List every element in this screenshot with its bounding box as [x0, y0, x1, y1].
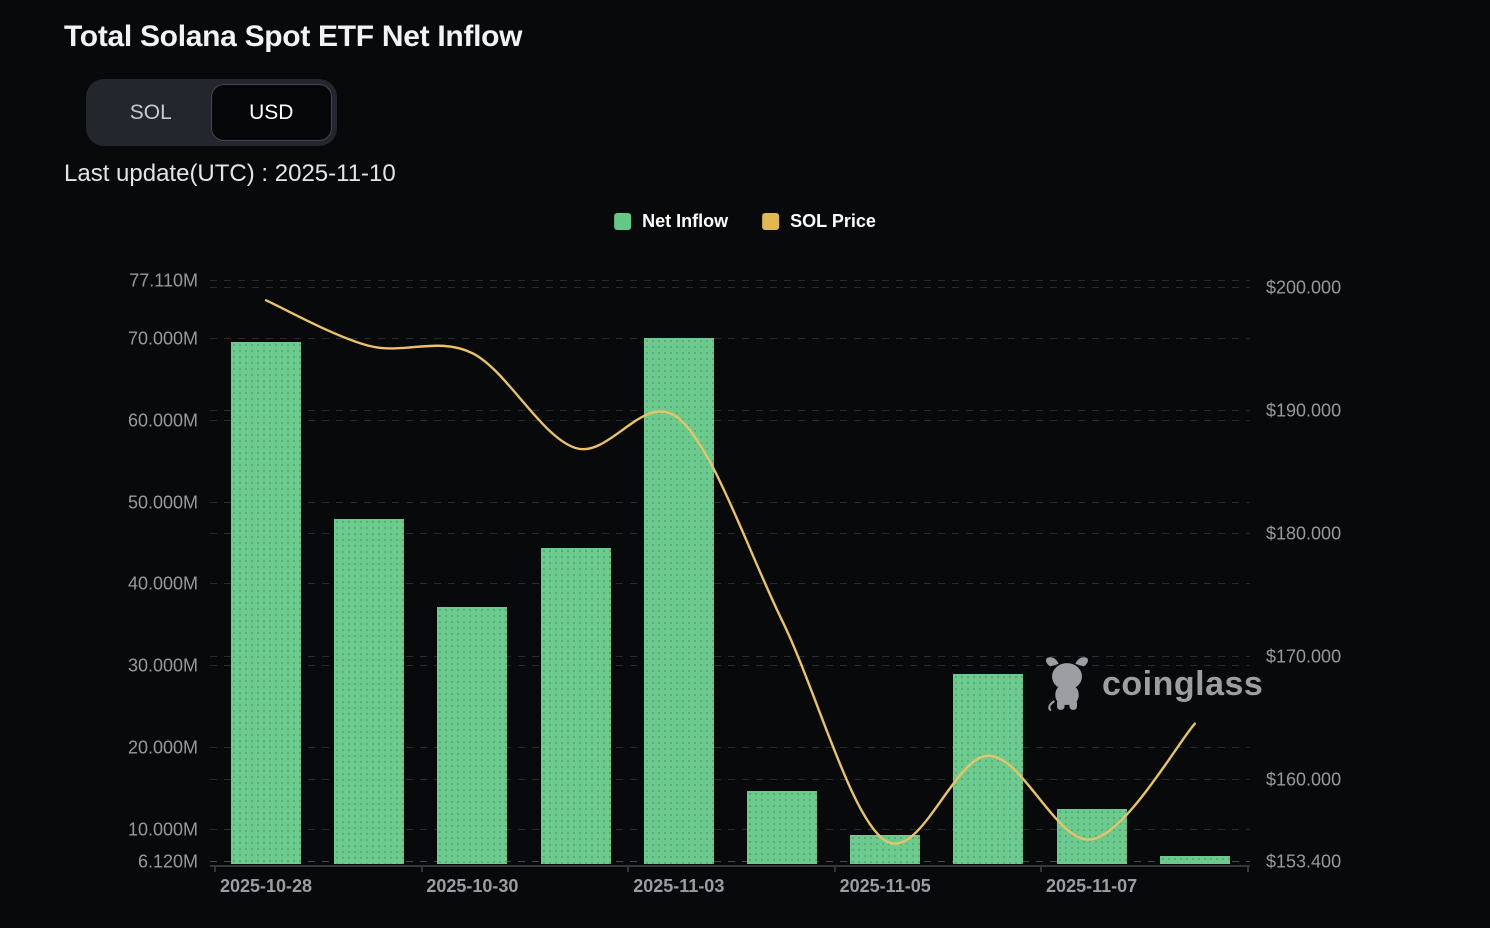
bar-2025-10-31[interactable] — [540, 548, 611, 865]
left-axis-gridline — [210, 338, 1250, 341]
x-axis-tick — [1247, 866, 1249, 872]
coinglass-watermark: coinglass — [1042, 656, 1263, 712]
x-axis-tick — [627, 866, 630, 872]
page-title: Total Solana Spot ETF Net Inflow — [64, 20, 523, 53]
y-axis-left-label: 70.000M — [127, 328, 198, 349]
toggle-option-usd[interactable]: USD — [210, 84, 332, 141]
bar-2025-10-30[interactable] — [437, 607, 508, 865]
y-axis-left-label: 40.000M — [127, 573, 198, 594]
bar-2025-11-06[interactable] — [953, 674, 1024, 865]
bar-2025-11-05[interactable] — [850, 834, 921, 865]
legend-label: Net Inflow — [642, 211, 729, 231]
y-axis-right-label: $170.000 — [1266, 646, 1342, 667]
toggle-option-sol[interactable]: SOL — [91, 84, 211, 141]
sol-price-swatch-icon — [762, 213, 780, 230]
y-axis-left-label: 30.000M — [127, 655, 198, 676]
bar-2025-10-29[interactable] — [334, 519, 405, 865]
legend-item-net-inflow[interactable]: Net Inflow — [614, 211, 728, 232]
left-axis-gridline — [210, 280, 1250, 282]
bar-2025-11-03[interactable] — [643, 337, 714, 865]
chart-legend: Net Inflow SOL Price — [614, 211, 876, 232]
y-axis-left-label: 50.000M — [127, 492, 198, 513]
y-axis-left-label: 77.110M — [129, 270, 198, 291]
bar-2025-11-10[interactable] — [1159, 855, 1230, 865]
y-axis-right-label: $180.000 — [1266, 523, 1342, 544]
x-axis-label: 2025-10-28 — [219, 876, 313, 896]
x-axis-label: 2025-11-05 — [839, 876, 931, 896]
x-axis-label: 2025-11-03 — [633, 876, 725, 896]
x-axis-tick — [833, 866, 836, 872]
right-axis-gridline — [210, 410, 1250, 413]
bar-2025-11-04[interactable] — [747, 790, 817, 865]
legend-item-sol-price[interactable]: SOL Price — [762, 211, 876, 232]
x-axis-label: 2025-11-07 — [1046, 876, 1138, 896]
y-axis-right-label: $153.400 — [1266, 851, 1342, 871]
left-axis-gridline — [210, 419, 1250, 422]
y-axis-left-label: 10.000M — [127, 819, 198, 840]
y-axis-right-label: $190.000 — [1266, 400, 1342, 421]
y-axis-left-label: 20.000M — [127, 737, 198, 758]
x-axis-tick — [214, 866, 216, 872]
left-axis-gridline — [210, 501, 1250, 504]
right-axis-gridline — [210, 860, 1250, 863]
left-axis-gridline — [210, 860, 1250, 863]
y-axis-right-label: $200.000 — [1266, 277, 1342, 298]
bar-2025-11-07[interactable] — [1056, 808, 1127, 865]
net-inflow-swatch-icon — [614, 213, 632, 230]
y-axis-right-label: $160.000 — [1266, 769, 1342, 790]
x-axis-line — [210, 864, 1250, 867]
watermark-text: coinglass — [1102, 664, 1264, 703]
x-axis-label: 2025-10-30 — [426, 876, 519, 896]
x-axis-tick — [1040, 866, 1042, 872]
coinglass-bull-icon — [1045, 657, 1089, 711]
last-update-text: Last update(UTC) : 2025-11-10 — [64, 160, 396, 187]
bar-2025-10-28[interactable] — [231, 342, 301, 865]
legend-label: SOL Price — [790, 211, 876, 231]
unit-toggle: SOL USD — [86, 79, 337, 146]
y-axis-left-label: 6.120M — [137, 851, 198, 871]
right-axis-gridline — [210, 287, 1250, 289]
x-axis-tick — [420, 866, 423, 872]
y-axis-left-label: 60.000M — [127, 410, 198, 431]
